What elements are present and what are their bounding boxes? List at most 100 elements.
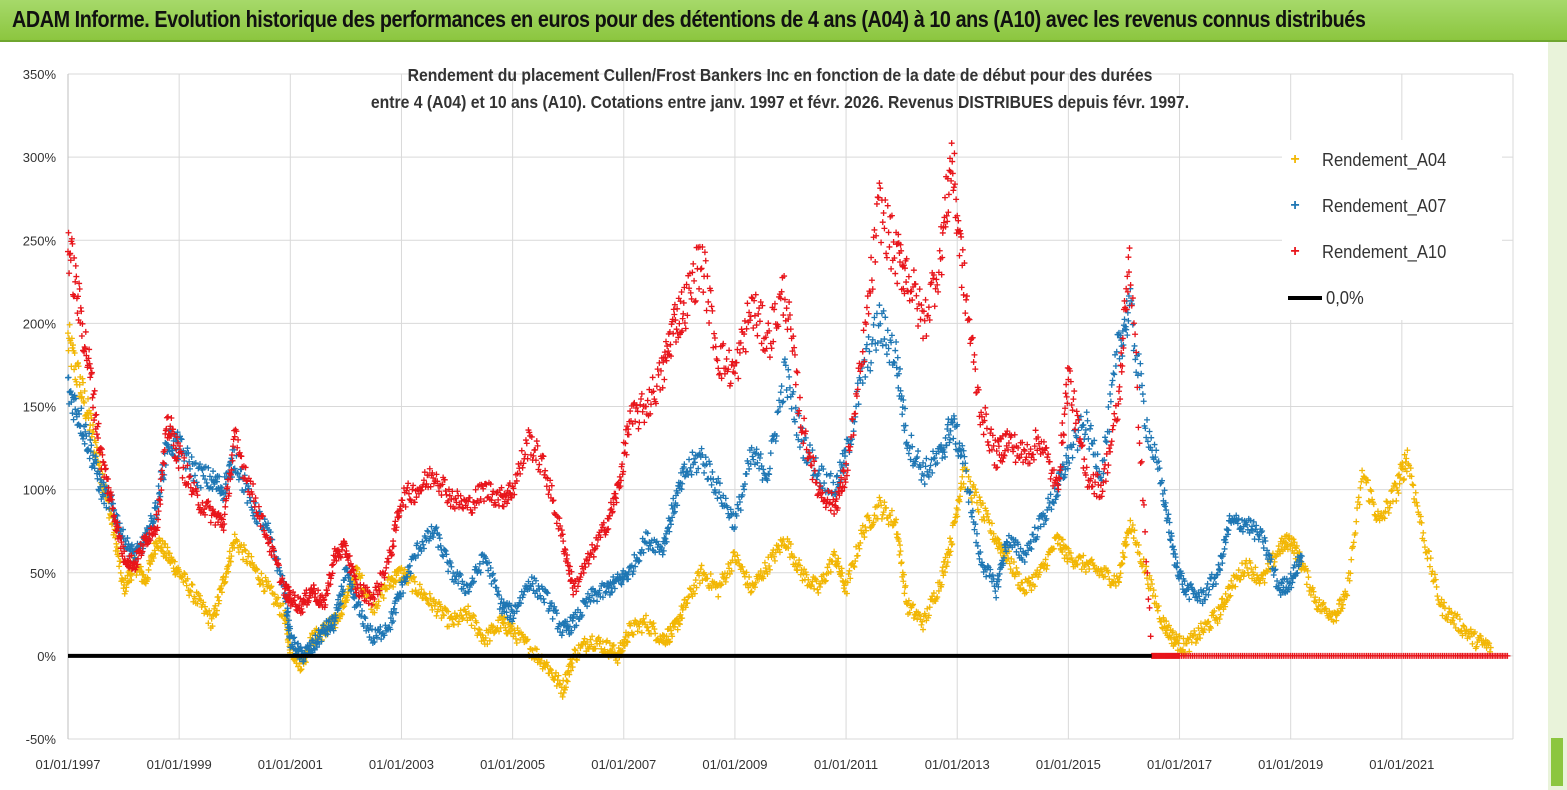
data-point [1214, 620, 1221, 627]
data-point [831, 552, 838, 559]
data-point [805, 576, 812, 583]
data-point [150, 555, 157, 562]
data-point [1013, 564, 1020, 571]
y-tick-label: 100% [23, 483, 57, 498]
data-point [81, 399, 88, 406]
data-point [67, 388, 74, 395]
data-point [1349, 543, 1356, 550]
data-point [973, 499, 980, 506]
data-point [267, 584, 274, 591]
data-point [1015, 582, 1022, 589]
data-point [1296, 549, 1303, 556]
data-point [285, 617, 292, 624]
data-point [1431, 571, 1438, 578]
data-point [900, 571, 907, 578]
data-point [1391, 480, 1398, 487]
data-point [940, 572, 947, 579]
data-point [1441, 599, 1448, 606]
data-point [213, 478, 220, 485]
data-point [1247, 559, 1254, 566]
data-point [1432, 576, 1439, 583]
data-point [820, 571, 827, 578]
data-point [1224, 597, 1231, 604]
data-point [295, 640, 302, 647]
data-point [905, 597, 912, 604]
data-point [78, 393, 85, 400]
data-point [1256, 580, 1263, 587]
data-point [618, 648, 625, 655]
data-point [587, 636, 594, 643]
data-point [1163, 618, 1170, 625]
data-point [1200, 629, 1207, 636]
series-layer [65, 140, 1511, 700]
data-point [250, 562, 257, 569]
data-point [1346, 577, 1353, 584]
data-point [183, 582, 190, 589]
data-point [445, 623, 452, 630]
data-point [312, 632, 319, 639]
data-point [1304, 567, 1311, 574]
data-point [1019, 579, 1026, 586]
data-point [718, 581, 725, 588]
data-point [697, 566, 704, 573]
data-point [1096, 572, 1103, 579]
data-point [72, 395, 79, 402]
data-point [636, 623, 643, 630]
data-point [201, 476, 208, 483]
data-point [956, 498, 963, 505]
data-point [265, 520, 272, 527]
data-point [846, 567, 853, 574]
data-point [128, 541, 135, 548]
data-point [939, 564, 946, 571]
data-point [734, 552, 741, 559]
data-point [555, 672, 562, 679]
data-point [82, 428, 89, 435]
data-point [698, 562, 705, 569]
data-point [722, 578, 729, 585]
scroll-handle[interactable] [1551, 738, 1563, 786]
data-point [1044, 562, 1051, 569]
data-point [482, 634, 489, 641]
data-point [771, 553, 778, 560]
data-point [197, 484, 204, 491]
data-point [1413, 499, 1420, 506]
data-point [295, 663, 302, 670]
data-point [225, 562, 232, 569]
data-point [511, 627, 518, 634]
data-point [184, 575, 191, 582]
data-point [552, 673, 559, 680]
data-point [449, 616, 456, 623]
data-point [65, 374, 72, 381]
data-point [1388, 488, 1395, 495]
data-point [671, 623, 678, 630]
data-point [380, 595, 387, 602]
data-point [261, 516, 268, 523]
data-point [254, 520, 261, 527]
y-tick-label: 250% [23, 233, 57, 248]
data-point [856, 545, 863, 552]
data-point [475, 626, 482, 633]
data-point [1025, 575, 1032, 582]
data-point [1244, 564, 1251, 571]
data-point [145, 576, 152, 583]
data-point [883, 504, 890, 511]
data-point [870, 519, 877, 526]
data-point [192, 460, 199, 467]
data-point [910, 601, 917, 608]
data-point [1446, 605, 1453, 612]
data-point [479, 632, 486, 639]
data-point [284, 613, 291, 620]
data-point [652, 630, 659, 637]
data-point [729, 557, 736, 564]
data-point [1396, 471, 1403, 478]
data-point [584, 638, 591, 645]
data-point [96, 487, 103, 494]
data-point [1201, 626, 1208, 633]
data-point [412, 587, 419, 594]
data-point [771, 557, 778, 564]
data-point [943, 563, 950, 570]
data-point [468, 622, 475, 629]
data-point [200, 472, 207, 479]
data-point [1204, 619, 1211, 626]
data-point [186, 465, 193, 472]
